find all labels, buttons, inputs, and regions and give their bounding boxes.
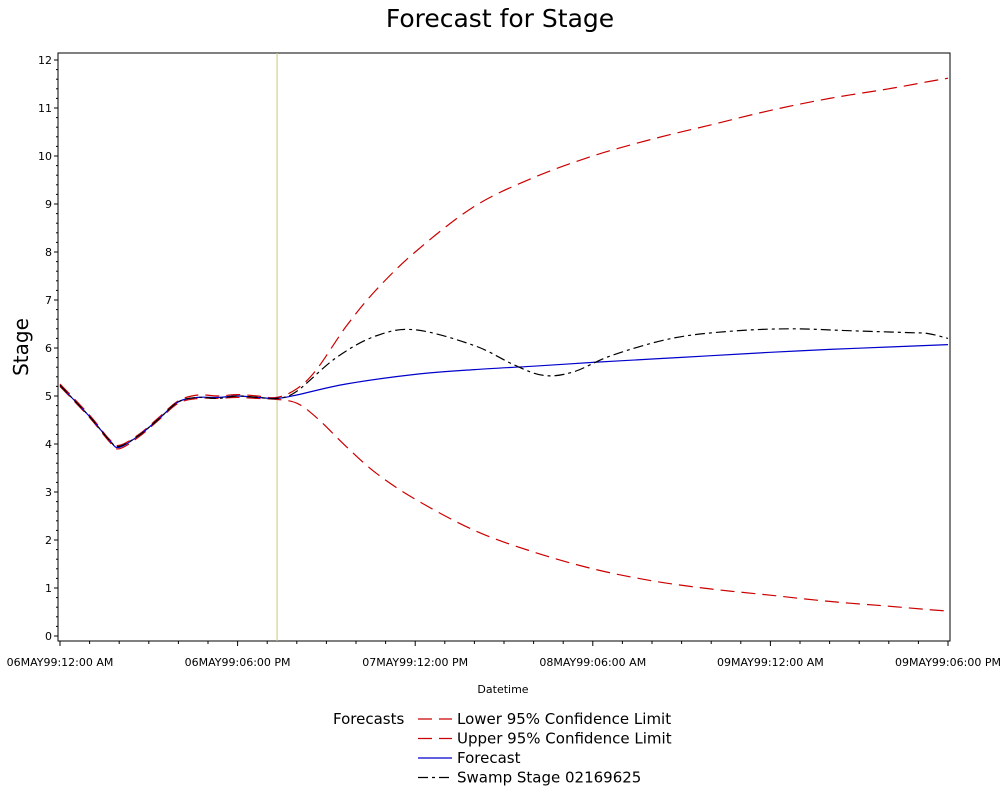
- plot-frame: [57, 52, 951, 642]
- x-tick-label: 09MAY99:12:00 AM: [717, 656, 824, 669]
- y-tick-label: 12: [38, 54, 52, 67]
- x-axis-label: Datetime: [477, 683, 528, 696]
- legend-label-upper-95-confidence-limit: Upper 95% Confidence Limit: [457, 730, 672, 748]
- y-tick-label: 9: [45, 198, 52, 211]
- legend-items: Lower 95% Confidence Limit Upper 95% Conf…: [418, 710, 672, 787]
- plot-area: [57, 52, 951, 642]
- x-axis: 06MAY99:12:00 AM 06MAY99:06:00 PM 07MAY99:…: [7, 641, 1001, 669]
- x-tick-label: 06MAY99:06:00 PM: [185, 656, 291, 669]
- y-tick-label: 2: [45, 534, 52, 547]
- y-tick-label: 6: [45, 342, 52, 355]
- series-layer: [59, 77, 949, 612]
- series-line-lower-95-confidence-limit: [59, 385, 949, 612]
- chart-title: Forecast for Stage: [386, 4, 614, 33]
- x-tick-label: 06MAY99:12:00 AM: [7, 656, 114, 669]
- y-axis-label: Stage: [9, 318, 33, 376]
- legend-label-swamp-stage-02169625: Swamp Stage 02169625: [457, 769, 641, 787]
- x-tick-label: 07MAY99:12:00 PM: [362, 656, 468, 669]
- legend-label-lower-95-confidence-limit: Lower 95% Confidence Limit: [457, 710, 671, 728]
- legend-label-forecast: Forecast: [457, 749, 521, 767]
- series-line-swamp-stage-02169625: [59, 328, 949, 448]
- y-tick-label: 11: [38, 102, 52, 115]
- legend: Forecasts Lower 95% Confidence Limit Uppe…: [333, 710, 672, 787]
- series-line-upper-95-confidence-limit: [59, 77, 949, 447]
- y-tick-label: 3: [45, 486, 52, 499]
- y-tick-label: 0: [45, 630, 52, 643]
- y-tick-label: 8: [45, 246, 52, 259]
- y-tick-label: 4: [45, 438, 52, 451]
- y-tick-label: 10: [38, 150, 52, 163]
- y-tick-label: 1: [45, 582, 52, 595]
- x-tick-label: 08MAY99:06:00 AM: [539, 656, 646, 669]
- y-tick-label: 7: [45, 294, 52, 307]
- y-tick-label: 5: [45, 390, 52, 403]
- legend-title: Forecasts: [333, 710, 404, 728]
- x-tick-label: 09MAY99:06:00 PM: [895, 656, 1001, 669]
